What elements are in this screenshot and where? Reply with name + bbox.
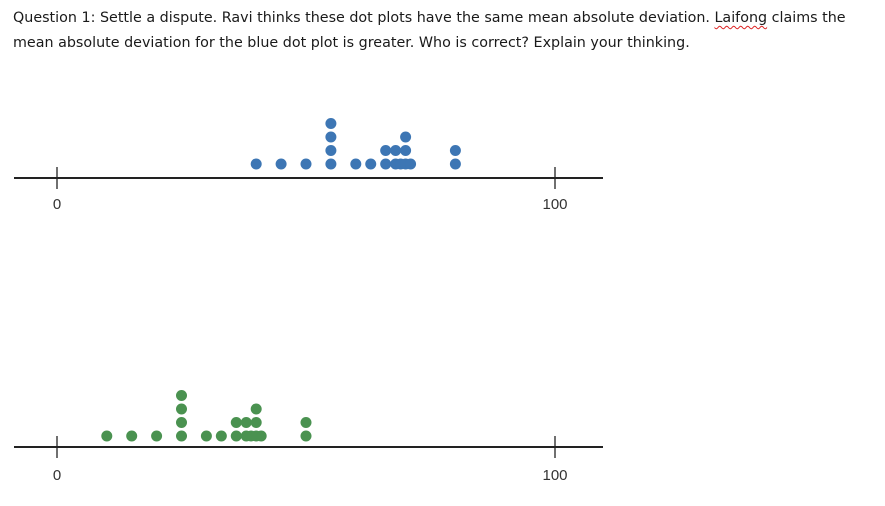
data-dot [380, 158, 392, 170]
data-dot [325, 158, 337, 170]
dot-group [101, 390, 312, 442]
data-dot [250, 403, 262, 415]
data-dot [250, 417, 262, 428]
data-dot [449, 158, 461, 170]
data-dot [325, 131, 337, 143]
tick-label-start: 0 [53, 467, 61, 484]
data-dot [405, 158, 417, 170]
question-text-end: claims the mean absolute deviation for t… [13, 10, 846, 51]
data-dot [350, 158, 362, 170]
data-dot [380, 145, 392, 156]
spellcheck-underlined-name: Laifong [714, 10, 768, 26]
dot-group [250, 118, 461, 170]
tick-label-end: 100 [542, 467, 567, 484]
tick-label-start: 0 [53, 196, 61, 213]
question-text: Question 1: Settle a dispute. Ravi think… [13, 6, 881, 56]
data-dot [176, 430, 187, 442]
data-dot [230, 417, 242, 428]
data-dot [449, 145, 461, 156]
data-dot [255, 430, 267, 442]
data-dot [176, 390, 187, 401]
data-dot [176, 417, 187, 428]
data-dot [176, 403, 187, 415]
data-dot [400, 145, 412, 156]
data-dot [151, 430, 163, 442]
data-dot [126, 430, 138, 442]
data-dot [275, 158, 287, 170]
green-dot-plot: 0 100 [14, 390, 603, 484]
data-dot [215, 430, 227, 442]
data-dot [325, 145, 337, 156]
blue-dot-plot: 0 100 [14, 118, 603, 213]
data-dot [400, 131, 412, 143]
data-dot [390, 145, 402, 156]
data-dot [200, 430, 212, 442]
data-dot [300, 158, 312, 170]
data-dot [240, 417, 252, 428]
data-dot [101, 430, 113, 442]
data-dot [325, 118, 337, 129]
data-dot [365, 158, 377, 170]
tick-label-end: 100 [542, 196, 567, 213]
data-dot [250, 158, 262, 170]
data-dot [300, 430, 312, 442]
data-dot [230, 430, 242, 442]
question-text-start: Question 1: Settle a dispute. Ravi think… [13, 10, 715, 26]
data-dot [300, 417, 312, 428]
